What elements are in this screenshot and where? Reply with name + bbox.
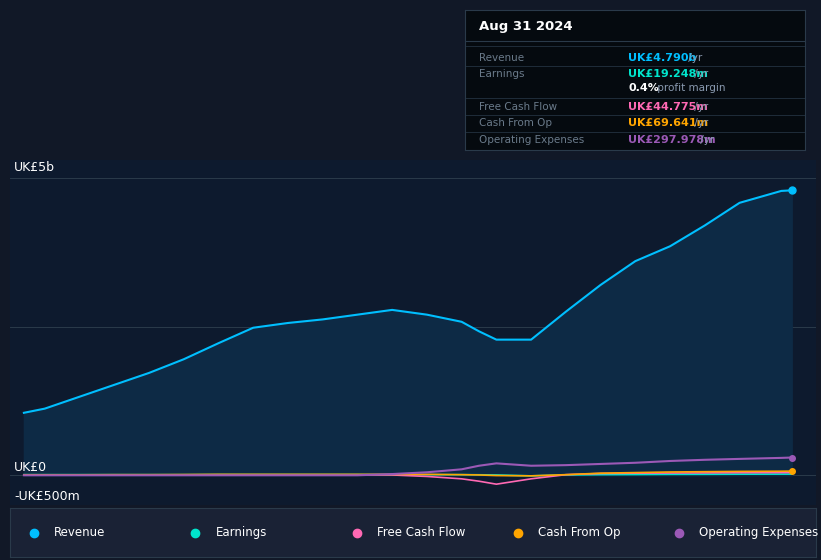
Text: -UK£500m: -UK£500m bbox=[14, 490, 80, 503]
Text: UK£0: UK£0 bbox=[14, 460, 47, 474]
Text: Earnings: Earnings bbox=[216, 526, 267, 539]
Text: Revenue: Revenue bbox=[54, 526, 106, 539]
Text: /yr: /yr bbox=[685, 53, 702, 63]
Text: /yr: /yr bbox=[691, 118, 709, 128]
Text: Aug 31 2024: Aug 31 2024 bbox=[479, 20, 572, 33]
Text: Cash From Op: Cash From Op bbox=[479, 118, 552, 128]
Text: /yr: /yr bbox=[691, 101, 709, 111]
Text: Earnings: Earnings bbox=[479, 69, 524, 80]
Text: Operating Expenses: Operating Expenses bbox=[699, 526, 819, 539]
Text: profit margin: profit margin bbox=[654, 83, 726, 94]
Text: 0.4%: 0.4% bbox=[628, 83, 659, 94]
Text: Free Cash Flow: Free Cash Flow bbox=[479, 101, 557, 111]
Text: Free Cash Flow: Free Cash Flow bbox=[377, 526, 466, 539]
Text: UK£297.978m: UK£297.978m bbox=[628, 135, 716, 145]
Text: Operating Expenses: Operating Expenses bbox=[479, 135, 584, 145]
Text: UK£4.790b: UK£4.790b bbox=[628, 53, 696, 63]
Text: UK£69.641m: UK£69.641m bbox=[628, 118, 709, 128]
Text: /yr: /yr bbox=[697, 135, 714, 145]
Text: Cash From Op: Cash From Op bbox=[538, 526, 621, 539]
Text: /yr: /yr bbox=[691, 69, 709, 80]
Text: UK£5b: UK£5b bbox=[14, 161, 55, 174]
Text: Revenue: Revenue bbox=[479, 53, 524, 63]
Text: UK£44.775m: UK£44.775m bbox=[628, 101, 708, 111]
Text: UK£19.248m: UK£19.248m bbox=[628, 69, 708, 80]
